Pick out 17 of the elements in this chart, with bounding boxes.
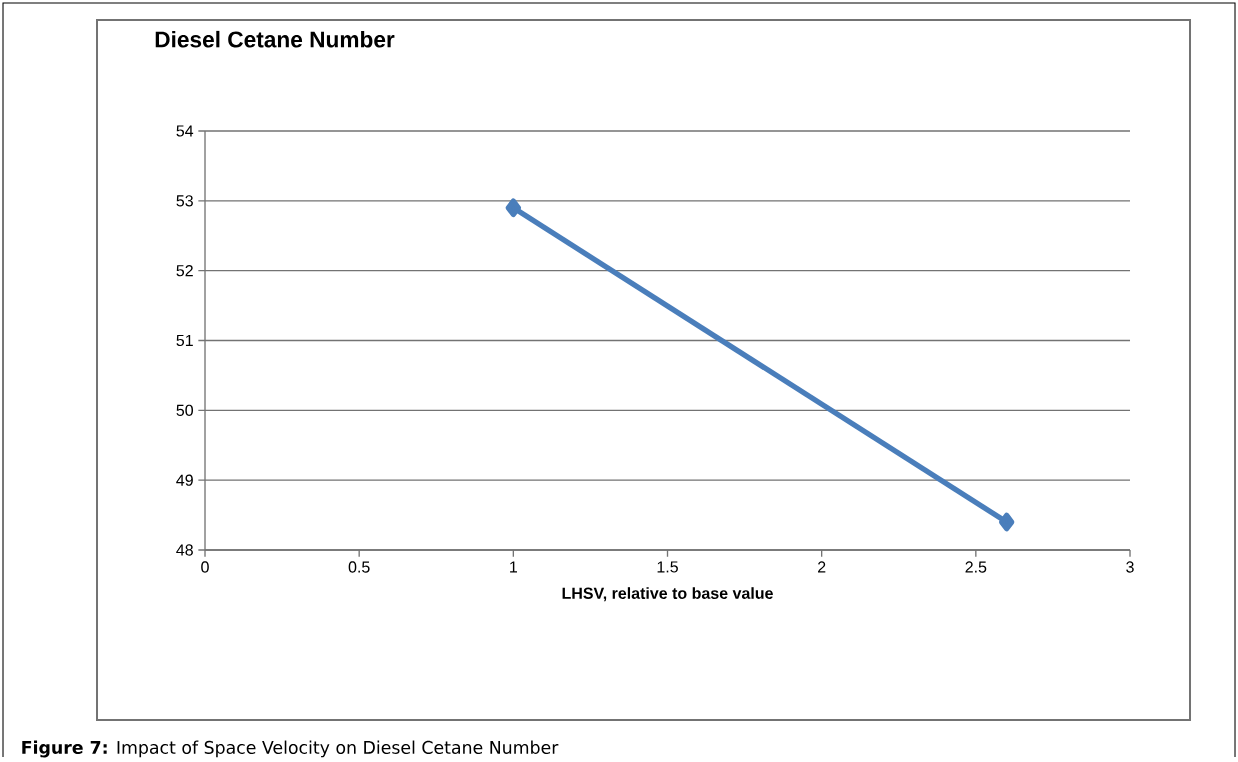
- text: Figure 7: Impact of Space Velocity on Diesel Cetane Number: [22, 740, 559, 758]
- y-tick-label: 51: [176, 334, 193, 347]
- x-tick-label: 0.5: [348, 561, 370, 573]
- y-tick-label: 53: [176, 195, 193, 207]
- y-tick-label: 54: [176, 125, 194, 137]
- y-tick-label: 48: [176, 544, 193, 556]
- chart-title: Diesel Cetane Number: [155, 30, 395, 48]
- x-tick-label: 0: [201, 561, 209, 573]
- x-tick-label: 1: [510, 561, 518, 573]
- x-tick-label: 2: [818, 561, 826, 573]
- y-tick-label: 52: [176, 265, 193, 277]
- x-axis-title: LHSV, relative to base value: [562, 587, 773, 602]
- x-tick-label: 3: [1126, 561, 1134, 573]
- x-tick-label: 1.5: [657, 561, 678, 573]
- x-tick-label: 2.5: [965, 561, 987, 573]
- y-tick-label: 50: [176, 404, 194, 417]
- y-tick-label: 49: [176, 474, 193, 486]
